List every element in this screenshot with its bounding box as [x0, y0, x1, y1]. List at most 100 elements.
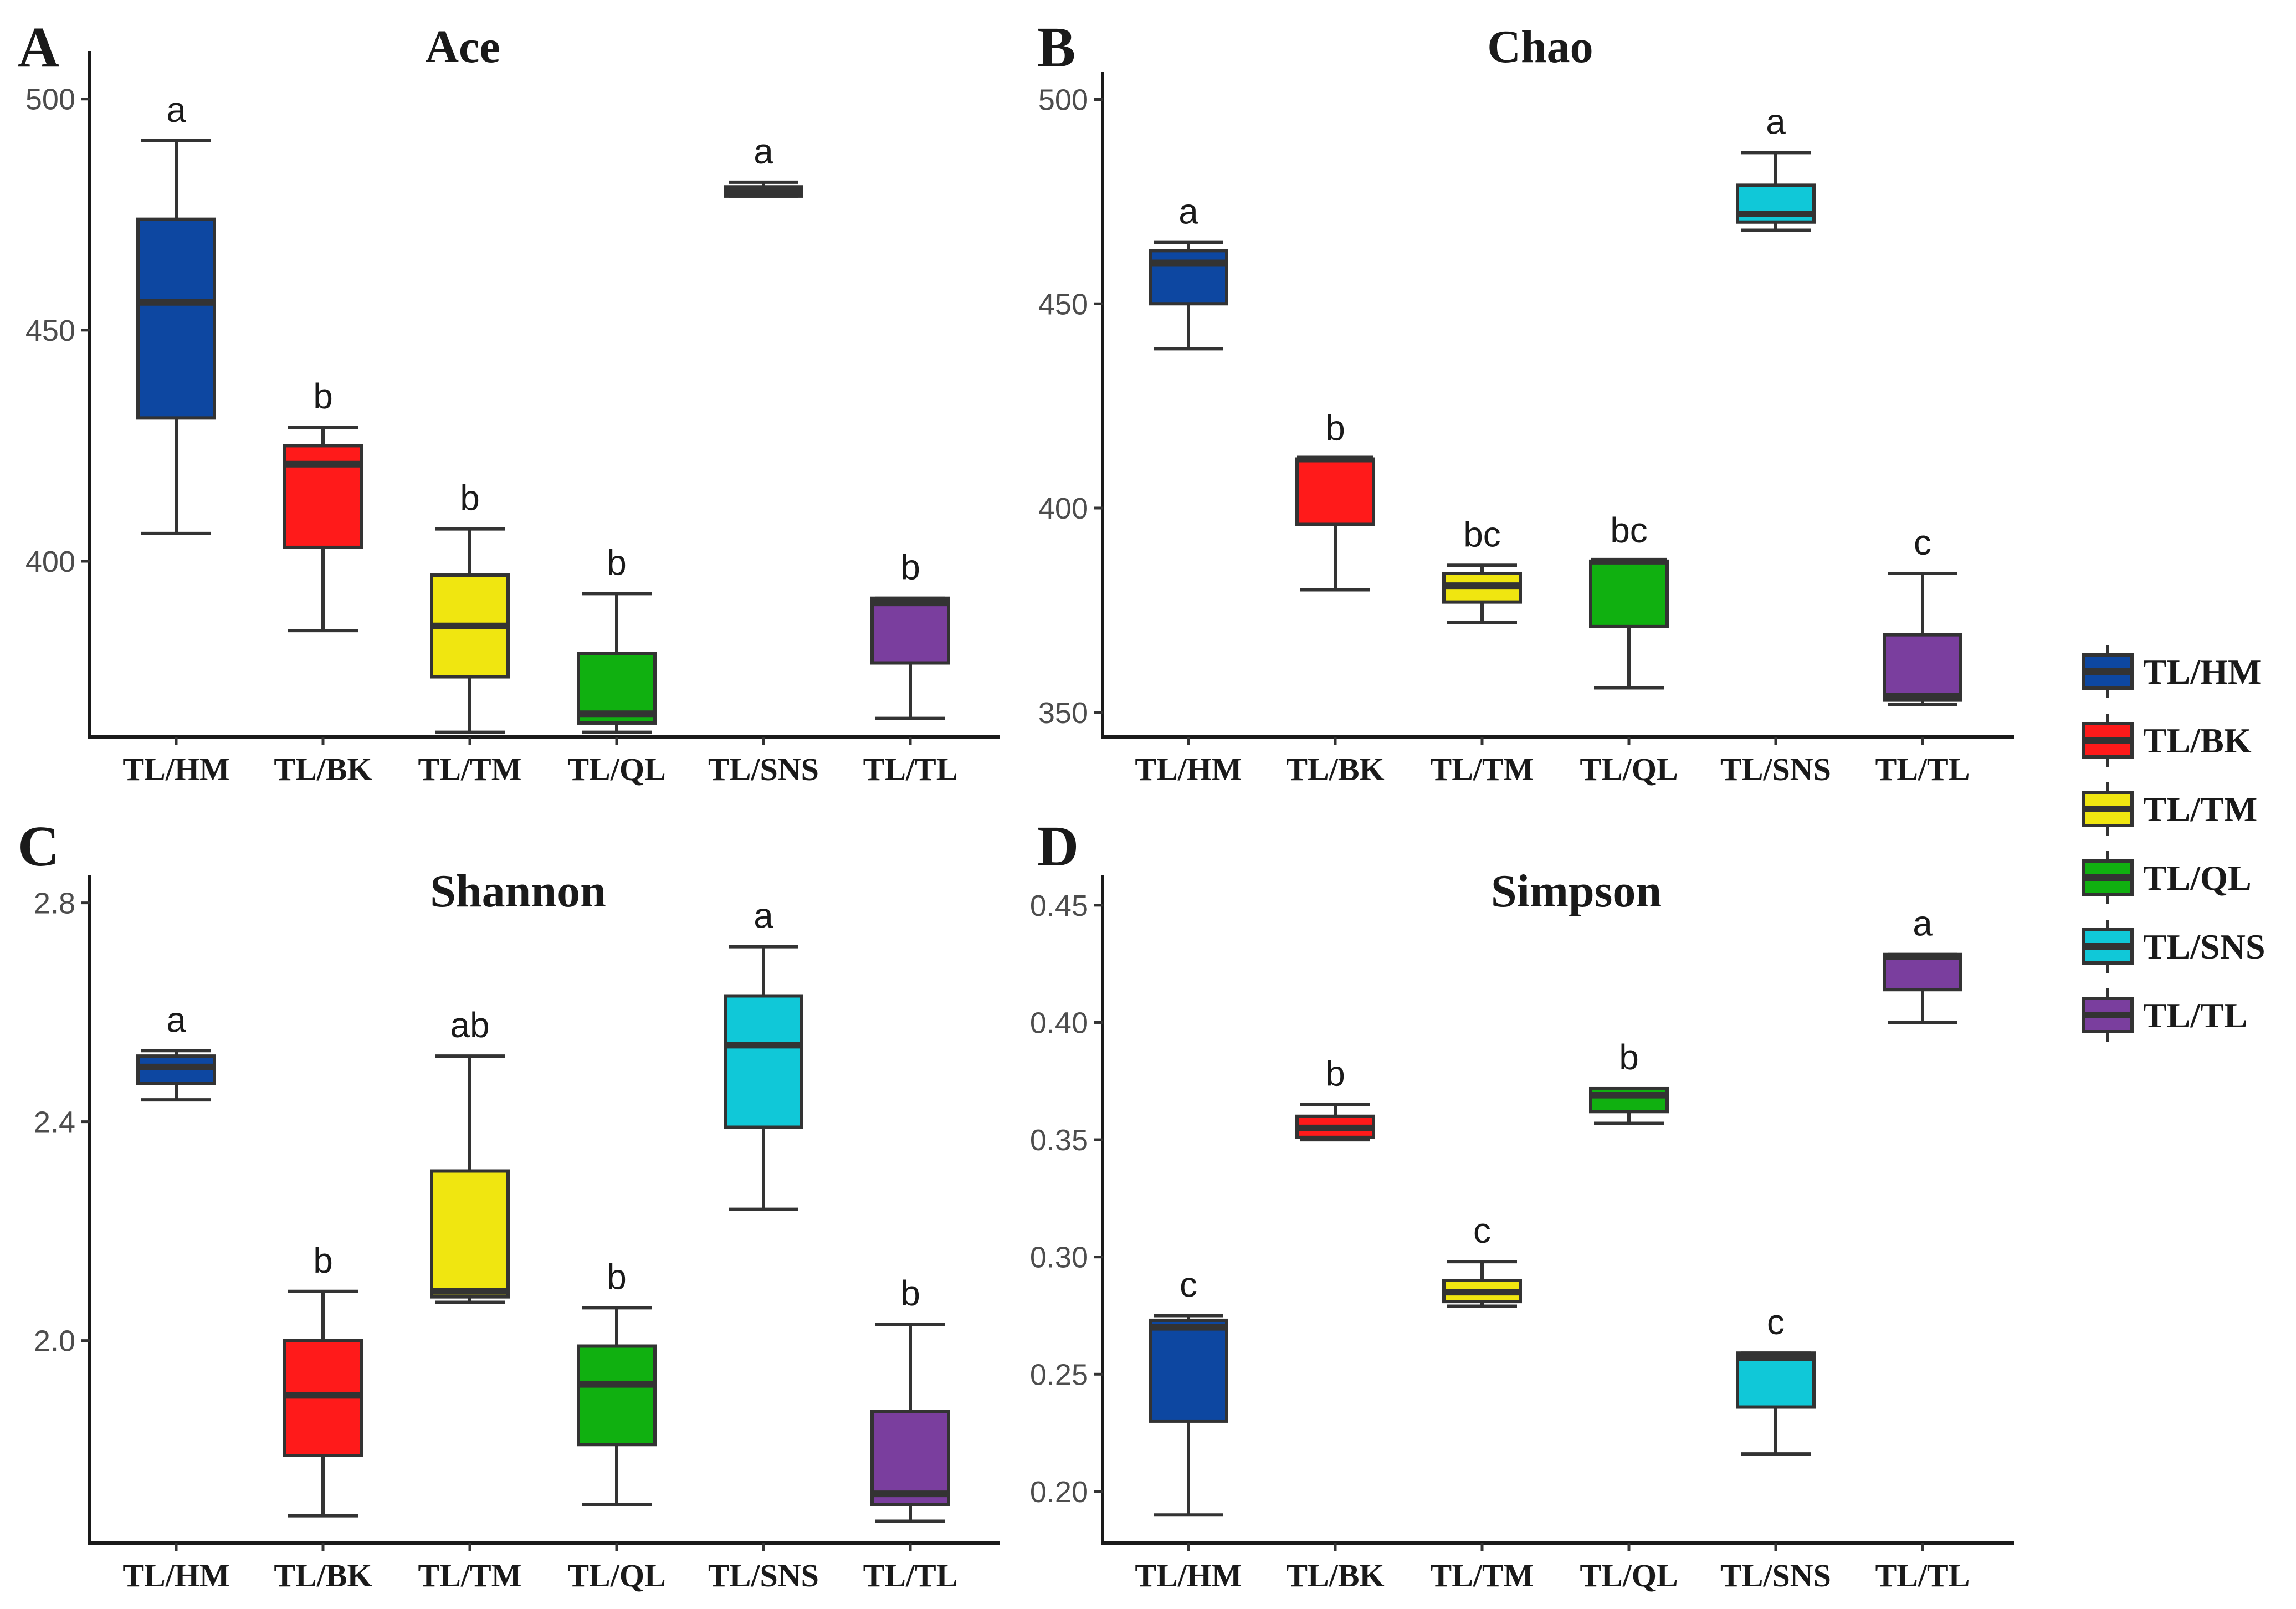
legend-label: TL/TL	[2143, 996, 2248, 1035]
iqr-box	[577, 1344, 657, 1447]
x-tick-label: TL/TL	[863, 1557, 958, 1593]
significance-letter: c	[1914, 522, 1931, 562]
panel-title: Ace	[425, 21, 500, 73]
iqr-box	[1589, 559, 1669, 628]
y-tick-label: 2.4	[34, 1106, 75, 1139]
box-tl-ql: b	[577, 542, 657, 734]
box-tl-hm: a	[136, 90, 216, 535]
iqr-box	[870, 1410, 950, 1506]
panel-letter: A	[18, 16, 59, 79]
significance-letter: a	[166, 90, 186, 130]
y-tick-label: 350	[1038, 696, 1088, 730]
panel-letter: C	[18, 814, 59, 878]
iqr-box	[870, 596, 950, 665]
box-tl-tm: c	[1442, 1211, 1522, 1308]
significance-letter: a	[754, 131, 773, 171]
legend-item-tl-tm: TL/TM	[2082, 782, 2257, 836]
iqr-box	[136, 217, 216, 420]
x-tick-label: TL/TL	[863, 751, 958, 787]
box-tl-tl: b	[870, 547, 950, 720]
box-tl-hm: c	[1149, 1264, 1228, 1517]
y-tick-label: 2.8	[34, 887, 75, 920]
significance-letter: a	[1766, 101, 1786, 141]
box-tl-tm: bc	[1442, 514, 1522, 624]
box-tl-sns: a	[1736, 101, 1816, 232]
x-tick-label: TL/TL	[1875, 751, 1970, 787]
x-tick-label: TL/TM	[1431, 1557, 1534, 1593]
box-tl-ql: b	[577, 1257, 657, 1506]
iqr-box	[724, 994, 803, 1129]
box-tl-sns: c	[1736, 1302, 1816, 1456]
x-tick-label: TL/HM	[1135, 751, 1242, 787]
box-tl-sns: a	[724, 896, 803, 1211]
iqr-box	[1736, 1351, 1816, 1409]
legend-item-tl-sns: TL/SNS	[2082, 920, 2266, 973]
x-tick-label: TL/HM	[122, 1557, 229, 1593]
box-tl-bk: b	[1295, 1054, 1375, 1142]
significance-letter: c	[1180, 1264, 1197, 1304]
y-tick-label: 2.0	[34, 1325, 75, 1358]
box-tl-ql: bc	[1589, 510, 1669, 690]
significance-letter: bc	[1463, 514, 1501, 554]
x-tick-label: TL/QL	[567, 1557, 665, 1593]
legend-item-tl-tl: TL/TL	[2082, 988, 2248, 1042]
y-tick-label: 0.35	[1030, 1124, 1088, 1157]
x-tick-label: TL/HM	[122, 751, 229, 787]
legend-label: TL/TM	[2143, 790, 2257, 829]
box-tl-tl: c	[1883, 522, 1962, 706]
x-tick-label: TL/QL	[1580, 751, 1678, 787]
y-tick-label: 0.45	[1030, 889, 1088, 923]
significance-letter: a	[1913, 904, 1933, 944]
box-tl-bk: b	[283, 376, 363, 633]
panel-title: Simpson	[1491, 865, 1662, 917]
y-tick-label: 450	[1038, 288, 1088, 321]
panel-shannon: CShannon2.02.42.8aTL/HMbTL/BKabTL/TMbTL/…	[18, 814, 1000, 1593]
box-tl-ql: b	[1589, 1037, 1669, 1125]
legend-label: TL/BK	[2143, 721, 2252, 760]
significance-letter: b	[313, 376, 333, 416]
box-tl-sns: a	[724, 131, 803, 198]
significance-letter: b	[1325, 408, 1345, 448]
legend-label: TL/SNS	[2143, 927, 2266, 966]
significance-letter: b	[900, 547, 920, 587]
legend-label: TL/QL	[2143, 858, 2252, 898]
box-tl-bk: b	[1295, 408, 1375, 592]
box-tl-bk: b	[283, 1241, 363, 1518]
box-tl-tm: b	[430, 478, 510, 734]
significance-letter: b	[607, 542, 627, 582]
significance-letter: b	[1325, 1054, 1345, 1094]
x-tick-label: TL/QL	[1580, 1557, 1678, 1593]
iqr-box	[1883, 952, 1962, 992]
x-tick-label: TL/SNS	[708, 1557, 819, 1593]
x-tick-label: TL/BK	[1286, 1557, 1384, 1593]
panel-title: Chao	[1487, 21, 1593, 73]
x-tick-label: TL/BK	[274, 1557, 372, 1593]
significance-letter: c	[1767, 1302, 1785, 1342]
x-tick-label: TL/QL	[567, 751, 665, 787]
iqr-box	[1149, 249, 1228, 306]
iqr-box	[1883, 633, 1962, 702]
legend-item-tl-ql: TL/QL	[2082, 851, 2252, 904]
x-tick-label: TL/SNS	[708, 751, 819, 787]
significance-letter: b	[460, 478, 480, 518]
x-tick-label: TL/SNS	[1720, 1557, 1831, 1593]
x-tick-label: TL/HM	[1135, 1557, 1242, 1593]
box-tl-tm: ab	[430, 1005, 510, 1304]
y-tick-label: 0.40	[1030, 1006, 1088, 1039]
y-tick-label: 0.30	[1030, 1241, 1088, 1274]
y-tick-label: 0.20	[1030, 1475, 1088, 1509]
x-tick-label: TL/TL	[1875, 1557, 1970, 1593]
panel-simpson: D Simpson 0.20 0.25 0.30 0.35 0.40 0.45 c TL/HM b T…	[1030, 814, 2014, 1593]
significance-letter: bc	[1610, 510, 1648, 550]
legend-item-tl-hm: TL/HM	[2082, 645, 2261, 698]
legend-label: TL/HM	[2143, 652, 2261, 691]
significance-letter: b	[607, 1257, 627, 1297]
x-tick-label: TL/BK	[1286, 751, 1384, 787]
y-tick-label: 0.25	[1030, 1358, 1088, 1391]
box-tl-tl: b	[870, 1273, 950, 1523]
significance-letter: b	[313, 1241, 333, 1280]
x-tick-label: TL/SNS	[1720, 751, 1831, 787]
significance-letter: a	[166, 1000, 186, 1039]
iqr-box	[1295, 457, 1375, 526]
x-tick-label: TL/TM	[418, 751, 522, 787]
